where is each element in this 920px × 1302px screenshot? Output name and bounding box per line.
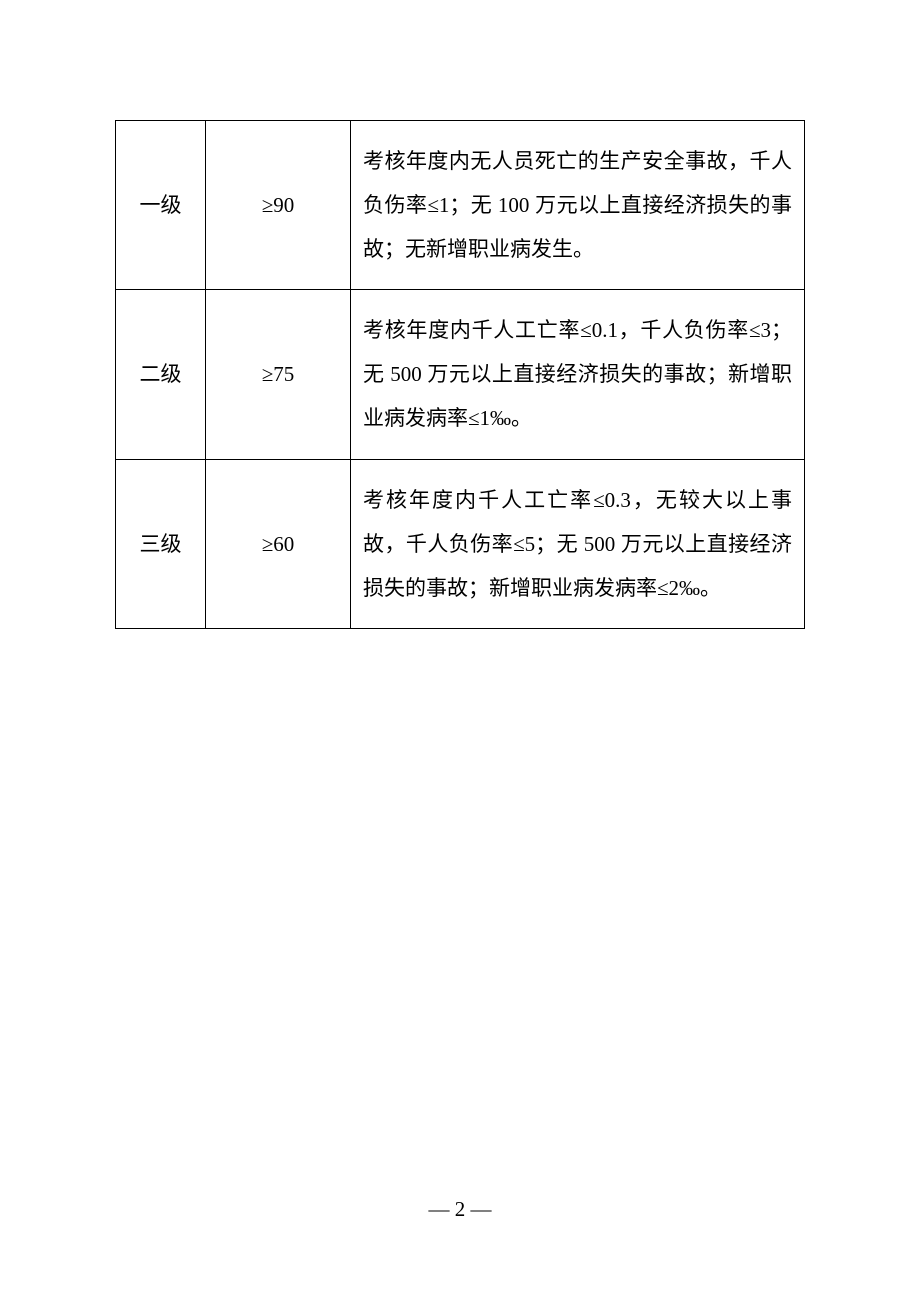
score-cell: ≥75 bbox=[206, 290, 351, 459]
level-cell: 一级 bbox=[116, 121, 206, 290]
description-cell: 考核年度内千人工亡率≤0.1，千人负伤率≤3；无 500 万元以上直接经济损失的… bbox=[351, 290, 805, 459]
description-cell: 考核年度内无人员死亡的生产安全事故，千人负伤率≤1；无 100 万元以上直接经济… bbox=[351, 121, 805, 290]
description-cell: 考核年度内千人工亡率≤0.3，无较大以上事故，千人负伤率≤5；无 500 万元以… bbox=[351, 459, 805, 628]
table-row: 三级 ≥60 考核年度内千人工亡率≤0.3，无较大以上事故，千人负伤率≤5；无 … bbox=[116, 459, 805, 628]
page-number: — 2 — bbox=[0, 1197, 920, 1222]
page-container: 一级 ≥90 考核年度内无人员死亡的生产安全事故，千人负伤率≤1；无 100 万… bbox=[0, 0, 920, 629]
table-row: 二级 ≥75 考核年度内千人工亡率≤0.1，千人负伤率≤3；无 500 万元以上… bbox=[116, 290, 805, 459]
safety-levels-table: 一级 ≥90 考核年度内无人员死亡的生产安全事故，千人负伤率≤1；无 100 万… bbox=[115, 120, 805, 629]
score-cell: ≥60 bbox=[206, 459, 351, 628]
score-cell: ≥90 bbox=[206, 121, 351, 290]
level-cell: 三级 bbox=[116, 459, 206, 628]
table-row: 一级 ≥90 考核年度内无人员死亡的生产安全事故，千人负伤率≤1；无 100 万… bbox=[116, 121, 805, 290]
level-cell: 二级 bbox=[116, 290, 206, 459]
